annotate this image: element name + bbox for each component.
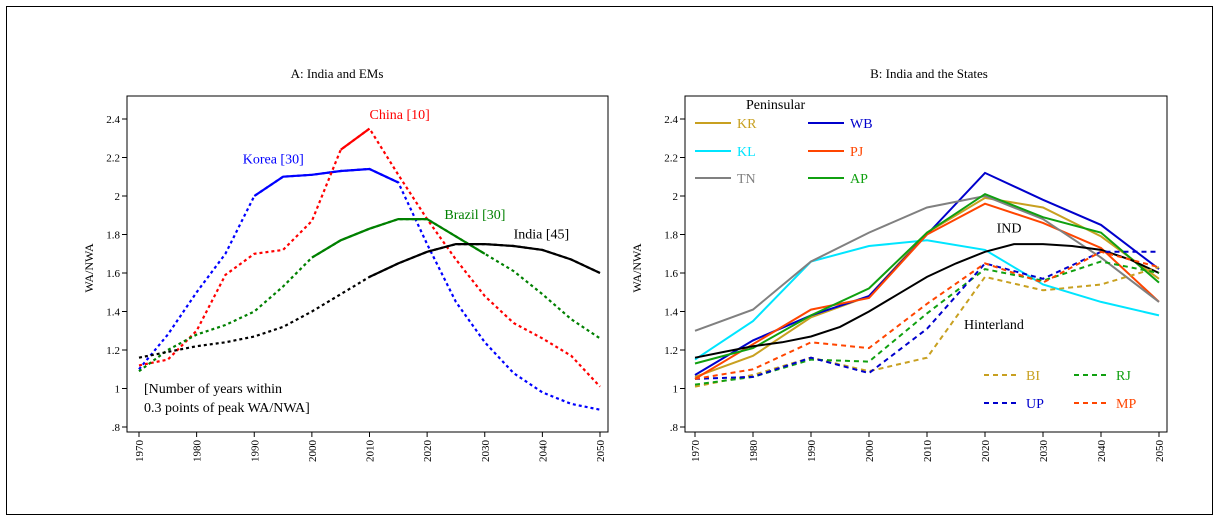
- panel-a-y-axis-label: WA/NWA: [82, 243, 96, 293]
- series-label-china: China [10]: [370, 108, 430, 123]
- series-label-ind: IND: [997, 222, 1022, 237]
- panel-b-series-lines: [694, 171, 1160, 388]
- figure-canvas: A: India and EMs WA/NWA .811.21.41.61.82…: [82, 66, 1168, 462]
- series-line-observed-brazil: [311, 218, 486, 259]
- legend-label-pj: PJ: [850, 145, 864, 160]
- x-tick-label: 2040: [537, 440, 549, 463]
- y-tick-label: .8: [112, 422, 121, 434]
- x-tick-label: 1990: [249, 440, 261, 463]
- x-tick-label: 2000: [307, 440, 319, 463]
- x-tick-label: 1970: [690, 440, 702, 463]
- legend-label-ap: AP: [850, 172, 868, 187]
- panel-a-series-lines: [138, 127, 601, 411]
- y-tick-label: 1.8: [664, 230, 678, 242]
- panel-a-title: A: India and EMs: [291, 66, 384, 81]
- x-tick-label: 1980: [192, 440, 204, 463]
- x-tick-label: 2030: [1038, 440, 1050, 463]
- legend-label-bi: BI: [1026, 369, 1040, 384]
- panel-b-x-ticks: 1970 1980 1990 2000 2010 2020 2030 2040 2050: [690, 432, 1166, 462]
- legend-label-tn: TN: [737, 172, 756, 187]
- legend-label-kr: KR: [737, 117, 757, 132]
- y-tick-label: 2: [115, 191, 121, 203]
- x-tick-label: 1970: [134, 440, 146, 463]
- series-line-pj: [694, 202, 1160, 380]
- legend-label-mp: MP: [1116, 397, 1136, 412]
- y-tick-label: 1.2: [664, 345, 678, 357]
- panel-b-legend: KR WB KL PJ TN AP BI RJ UP MP: [695, 117, 1136, 412]
- panel-a-y-ticks: .8 1 1.2 1.4 1.6 1.8 2 2.2 2.4: [106, 114, 127, 434]
- x-tick-label: 2020: [422, 440, 434, 463]
- series-label-brazil: Brazil [30]: [444, 208, 505, 223]
- series-label-india: India [45]: [514, 227, 570, 242]
- panel-b-title: B: India and the States: [870, 66, 988, 81]
- panel-a-chart: A: India and EMs WA/NWA .8 1 1.2 1.4 1.6 1.8 2…: [82, 66, 609, 462]
- y-tick-label: 2: [673, 191, 679, 203]
- legend-label-kl: KL: [737, 145, 756, 160]
- y-tick-label: 1.6: [664, 268, 678, 280]
- panel-a-note-line-1: [Number of years within: [144, 382, 282, 397]
- y-tick-label: 1.4: [106, 307, 120, 319]
- x-tick-label: 2030: [480, 440, 492, 463]
- legend-label-up: UP: [1026, 397, 1044, 412]
- y-tick-label: 2.2: [106, 153, 120, 165]
- series-line-observed-india: [369, 243, 601, 278]
- series-line-observed-china: [340, 127, 371, 151]
- y-tick-label: 1: [673, 384, 679, 396]
- figure-frame: A: India and EMs WA/NWA .8 1 1.2 1.4 1.6 1.8 2…: [6, 6, 1213, 515]
- series-line-rj: [694, 260, 1160, 386]
- x-tick-label: 2040: [1096, 440, 1108, 463]
- panel-a-x-ticks: 1970 1980 1990 2000 2010 2020 2030 2040 2050: [134, 432, 607, 462]
- series-line-tn: [694, 194, 1160, 332]
- panel-b-y-axis-label: WA/NWA: [630, 243, 644, 293]
- series-line-bi: [694, 266, 1160, 388]
- series-line-projected-brazil: [138, 218, 601, 373]
- panel-b-y-ticks: .8 1 1.2 1.4 1.6 1.8 2 2.2 2.4: [664, 114, 685, 434]
- series-line-mp: [694, 250, 1160, 380]
- x-tick-label: 2020: [980, 440, 992, 463]
- series-line-observed-korea: [253, 167, 399, 197]
- x-tick-label: 2010: [922, 440, 934, 463]
- panel-b-plot-area: [684, 95, 1168, 433]
- legend-peninsular-heading: Peninsular: [746, 98, 805, 113]
- panel-a-note-line-2: 0.3 points of peak WA/NWA]: [144, 401, 310, 416]
- y-tick-label: 1.8: [106, 230, 120, 242]
- series-label-korea: Korea [30]: [243, 152, 304, 167]
- x-tick-label: 2010: [365, 440, 377, 463]
- panel-b-series-labels: IND: [997, 222, 1022, 237]
- y-tick-label: 2.4: [106, 114, 120, 126]
- x-tick-label: 2050: [595, 440, 607, 463]
- series-line-up: [694, 250, 1159, 380]
- legend-label-wb: WB: [850, 117, 873, 132]
- y-tick-label: 2.2: [664, 153, 678, 165]
- series-line-kl: [694, 239, 1160, 361]
- y-tick-label: 1: [115, 384, 121, 396]
- x-tick-label: 1990: [806, 440, 818, 463]
- x-tick-label: 2050: [1154, 440, 1166, 463]
- panel-b-chart: B: India and the States WA/NWA .8 1 1.2 1.4…: [630, 66, 1168, 462]
- series-line-ind: [694, 243, 1160, 359]
- y-tick-label: 2.4: [664, 114, 678, 126]
- y-tick-label: 1.4: [664, 307, 678, 319]
- y-tick-label: 1.2: [106, 345, 120, 357]
- panel-a-series-labels: Korea [30] China [10] Brazil [30] India [45…: [243, 108, 569, 242]
- x-tick-label: 1980: [748, 440, 760, 463]
- series-line-ap: [694, 192, 1160, 365]
- legend-label-rj: RJ: [1116, 369, 1131, 384]
- legend-hinterland-heading: Hinterland: [964, 318, 1024, 333]
- y-tick-label: .8: [670, 422, 679, 434]
- x-tick-label: 2000: [864, 440, 876, 463]
- y-tick-label: 1.6: [106, 268, 120, 280]
- panel-a-plot-area: [126, 95, 609, 433]
